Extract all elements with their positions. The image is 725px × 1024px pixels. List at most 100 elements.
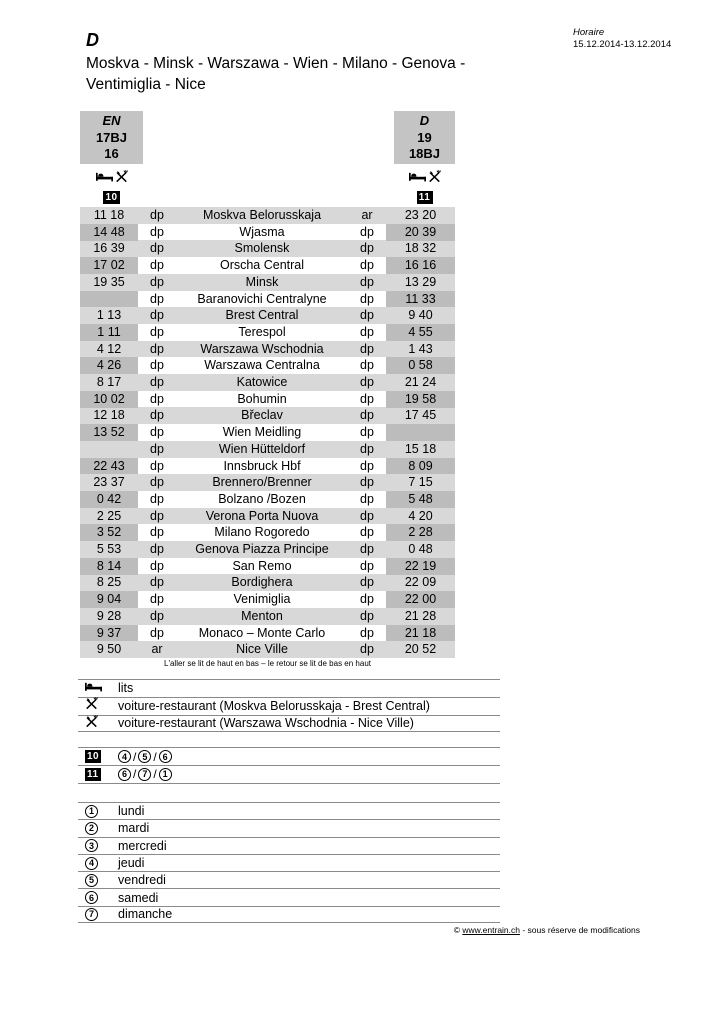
dep-time: 9 28: [96, 608, 122, 623]
weekday-label: mercredi: [118, 838, 167, 853]
dep-time: 8 14: [80, 557, 138, 575]
ret-time: 1 43: [408, 341, 433, 356]
dep-time: 0 42: [80, 490, 138, 508]
legend-icon-cell: [78, 697, 118, 715]
restaurant-icon: [85, 714, 98, 733]
validity-dates: 15.12.2014-13.12.2014: [573, 39, 672, 50]
station-name: Wjasma: [239, 224, 285, 239]
entrain-link[interactable]: www.entrain.ch: [462, 925, 520, 935]
ret-time: 17 45: [404, 408, 437, 423]
weekday-number-cell: 4: [78, 856, 118, 870]
route-title: Moskva - Minsk - Warszawa - Wien - Milan…: [86, 55, 466, 93]
legend-row: voiture-restaurant (Warszawa Wschodnia -…: [78, 714, 500, 733]
dep-mode: ar: [151, 642, 163, 657]
timetable-row: 11 18 dp Moskva Belorusskaja ar 23 20: [80, 207, 455, 224]
dep-mode: dp: [150, 291, 164, 306]
timetable-row: 12 18 dp Břeclav dp 17 45: [80, 407, 455, 425]
timetable-row: 4 12 dp Warszawa Wschodnia dp 1 43: [80, 340, 455, 358]
ret-mode: dp: [360, 558, 374, 573]
dep-time: 9 37: [80, 624, 138, 642]
station-name: Bordighera: [231, 575, 293, 590]
ret-time: 21 18: [386, 624, 455, 642]
ret-mode: dp: [360, 475, 374, 490]
ret-time: 20 52: [404, 642, 437, 657]
circled-day-5: 5: [138, 750, 152, 764]
dep-mode: dp: [150, 575, 164, 590]
timetable-row: 3 52 dp Milano Rogoredo dp 2 28: [80, 524, 455, 542]
train-number: 17BJ: [95, 129, 128, 145]
ref-badge: 11: [416, 191, 433, 204]
dep-mode: dp: [150, 274, 164, 289]
weekday-row: 7 dimanche: [78, 905, 500, 924]
dep-time: 10 02: [80, 390, 138, 408]
weekday-row: 3 mercredi: [78, 836, 500, 854]
weekday-row: 2 mardi: [78, 819, 500, 836]
dep-mode: dp: [150, 625, 164, 640]
ret-mode: dp: [360, 425, 374, 440]
station-name: Innsbruck Hbf: [223, 458, 301, 473]
ref-badge-cell: 11: [78, 767, 118, 781]
dep-time: 17 02: [80, 257, 138, 274]
ret-time: 5 48: [386, 490, 455, 508]
dep-time: 2 25: [96, 508, 122, 523]
timetable-row: dp Wien Hütteldorf dp 15 18: [80, 440, 455, 458]
dep-mode: dp: [150, 391, 164, 406]
timetable-row: 9 04 dp Venimiglia dp 22 00: [80, 591, 455, 608]
dep-time: 19 35: [93, 274, 125, 289]
station-name: Verona Porta Nuova: [205, 508, 319, 523]
dep-mode: dp: [150, 308, 164, 323]
doc-type-label: Horaire: [573, 27, 605, 38]
dep-time: 4 12: [96, 341, 122, 356]
dep-mode: dp: [150, 324, 164, 339]
weekday-number-cell: 1: [78, 804, 118, 818]
dep-mode: dp: [150, 542, 164, 557]
legend-icon-cell: [78, 679, 118, 697]
dep-time: 5 53: [96, 542, 122, 557]
weekday-row: 4 jeudi: [78, 853, 500, 871]
timetable-row: 1 13 dp Brest Central dp 9 40: [80, 307, 455, 324]
timetable-row: 22 43 dp Innsbruck Hbf dp 8 09: [80, 457, 455, 475]
station-name: Warszawa Centralna: [204, 358, 320, 373]
timetable-row: 0 42 dp Bolzano /Bozen dp 5 48: [80, 490, 455, 508]
station-name: Orscha Central: [219, 258, 305, 273]
amenity-icons-outbound: [80, 168, 143, 184]
timetable-row: 1 11 dp Terespol dp 4 55: [80, 323, 455, 341]
timetable-row: 8 17 dp Katowice dp 21 24: [80, 374, 455, 391]
day-ref-row: 11 6/7/1: [78, 765, 500, 784]
weekday-number-cell: 2: [78, 821, 118, 835]
dep-time: 13 52: [80, 424, 138, 441]
dep-mode: dp: [150, 358, 164, 373]
timetable-row: 10 02 dp Bohumin dp 19 58: [80, 390, 455, 408]
ret-time: 2 28: [386, 524, 455, 542]
dep-mode: dp: [150, 475, 164, 490]
dep-mode: dp: [150, 341, 164, 356]
ret-time: 8 09: [386, 457, 455, 475]
ret-time: [386, 424, 455, 441]
legend-label: voiture-restaurant (Warszawa Wschodnia -…: [118, 716, 414, 731]
timetable-row: 4 26 dp Warszawa Centralna dp 0 58: [80, 357, 455, 375]
circled-day-6: 6: [118, 767, 131, 781]
weekday-row: 1 lundi: [78, 802, 500, 819]
train-number: 18BJ: [408, 146, 441, 161]
ret-mode: dp: [360, 408, 374, 423]
dep-mode: dp: [150, 592, 164, 607]
circled-day-2: 2: [85, 821, 98, 835]
ret-mode: dp: [360, 458, 374, 473]
station-name: Moskva Belorusskaja: [202, 208, 322, 222]
slash-separator: /: [153, 749, 157, 764]
note-ref-return: 11: [394, 187, 455, 205]
ret-time: 22 00: [386, 591, 455, 608]
dep-time: 1 13: [96, 308, 122, 323]
timetable-row: 23 37 dp Brennero/Brenner dp 7 15: [80, 474, 455, 491]
weekday-label: samedi: [118, 890, 159, 905]
dep-time: 22 43: [80, 457, 138, 475]
station-name: Warszawa Wschodnia: [200, 341, 324, 356]
train-box-outbound: EN 17BJ 16: [80, 111, 143, 164]
ret-time: 11 33: [386, 290, 455, 308]
train-box-return: D 19 18BJ: [394, 111, 455, 164]
bed-icon: [85, 679, 102, 697]
amenities-legend: lits voiture-restaurant (Moskva Belorussk…: [78, 679, 500, 733]
restaurant-icon: [114, 168, 129, 185]
train-number: 19: [417, 129, 432, 145]
amenity-icons-return: [394, 168, 455, 184]
